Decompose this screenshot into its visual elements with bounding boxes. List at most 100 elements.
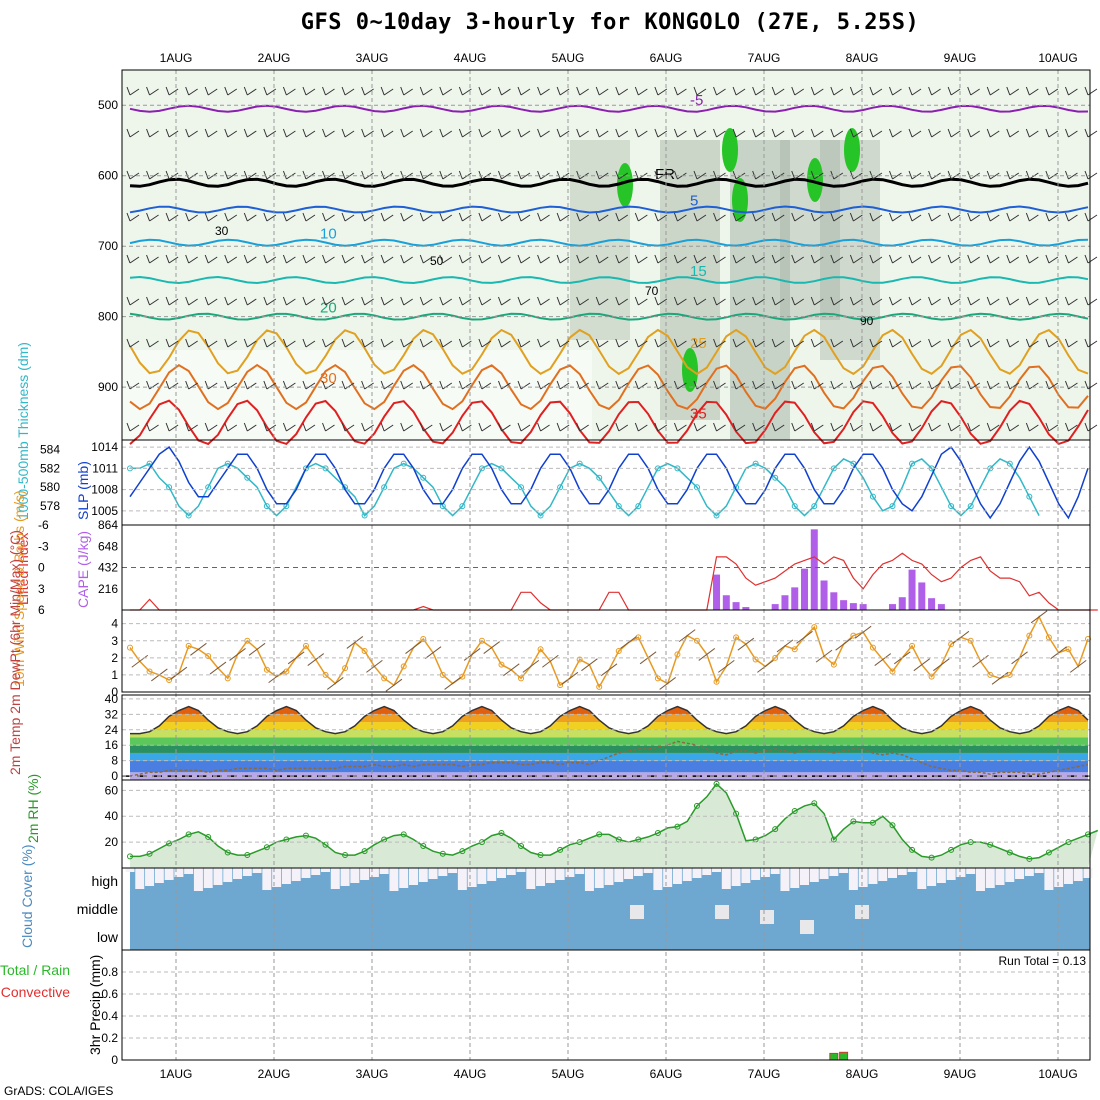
wind10m-point — [791, 646, 798, 653]
wind-barb — [869, 128, 883, 138]
pressure-tick-label: 900 — [98, 380, 118, 394]
wind-barb — [361, 86, 374, 96]
wind-barb — [282, 254, 296, 264]
wind-barb — [752, 296, 765, 306]
thickness-point — [185, 512, 192, 519]
wind-barb — [1006, 380, 1020, 390]
wind10m-barb — [190, 642, 207, 656]
temp-contour-label: 30 — [320, 370, 337, 387]
cloud-high-gap — [565, 868, 575, 877]
wind10m-tick-label: 1 — [111, 668, 118, 682]
wind-barb — [517, 170, 531, 180]
wind-barb — [673, 128, 687, 138]
wind-barb — [615, 338, 629, 348]
rh2m-point — [928, 854, 935, 861]
cloud-high-gap — [1083, 868, 1093, 878]
wind-barb — [615, 422, 629, 432]
wind10m-tick-label: 4 — [111, 617, 118, 631]
wind-barb — [713, 254, 726, 264]
thickness-point — [557, 484, 564, 491]
wind-barb — [634, 296, 648, 306]
wind-barb — [986, 380, 1000, 390]
wind-barb — [282, 380, 296, 390]
wind-barb — [889, 422, 902, 432]
wind-barb — [478, 380, 492, 390]
pressure-tick-label: 700 — [98, 239, 118, 253]
wind-barb — [282, 128, 296, 138]
wind-barb — [791, 212, 805, 222]
wind-barb — [224, 422, 238, 432]
rh2m-point — [635, 836, 642, 843]
thickness-point — [713, 512, 720, 519]
precip-tick-label: 0.6 — [101, 987, 118, 1001]
li-tick-label: 3 — [38, 582, 45, 596]
wind10m-barb — [718, 659, 735, 673]
wind-barb — [1025, 254, 1039, 264]
wind-barb — [791, 296, 805, 306]
wind10m-point — [733, 634, 740, 641]
precip-bar — [839, 1051, 849, 1061]
wind-barb — [732, 212, 746, 222]
wind-barb — [752, 86, 765, 96]
wind-barb — [967, 170, 980, 180]
cloud-high-gap — [360, 868, 370, 880]
cloud-high-gap — [281, 868, 291, 884]
wind-barb — [595, 380, 609, 390]
wind10m-point — [752, 656, 759, 663]
cape-bar — [801, 568, 809, 610]
slp-axis-label: SLP (mb) — [75, 461, 91, 520]
wind-barb — [693, 170, 707, 180]
wind-barb — [185, 422, 198, 432]
wind10m-barb — [913, 658, 931, 672]
wind-barb — [615, 380, 629, 390]
wind-barb — [752, 422, 765, 432]
wind-barb — [810, 296, 824, 306]
wind-barb — [282, 86, 296, 96]
wind-barb — [517, 128, 531, 138]
rh2m-point — [498, 830, 505, 837]
cloud-layer — [125, 868, 1093, 950]
rh2m-point — [420, 843, 427, 849]
wind-barb — [165, 422, 179, 432]
temp-contour-label: 5 — [690, 193, 698, 210]
wind-barb — [263, 380, 277, 390]
wind-barb — [478, 296, 492, 306]
wind-barb — [419, 338, 433, 348]
thickness-point — [869, 493, 876, 500]
wind10m-barb — [776, 639, 794, 653]
wind-barb — [478, 128, 492, 138]
cloud-high-gap — [193, 868, 203, 891]
cloud-high-gap — [154, 868, 164, 883]
rh2m-point — [869, 819, 876, 826]
wind-barb — [732, 254, 746, 264]
wind-barb — [908, 380, 922, 390]
wind10m-point — [869, 644, 876, 651]
wind-barb — [732, 128, 746, 138]
thickness-point — [772, 474, 779, 481]
wind-barb — [1045, 422, 1059, 432]
cape-bar — [840, 600, 848, 610]
wind-barb — [908, 212, 922, 222]
wind-barb — [869, 212, 883, 222]
x-label-bottom: 2AUG — [258, 1067, 291, 1081]
wind-barb — [673, 254, 687, 264]
rh2m-point — [654, 830, 661, 837]
cloud-high-gap — [487, 868, 497, 881]
cloud-high-gap — [467, 868, 477, 887]
wind10m-point — [811, 624, 818, 631]
wind-barb — [400, 254, 413, 264]
wind-barb — [537, 86, 550, 96]
wind10m-barb — [1030, 610, 1048, 624]
wind-barb — [771, 422, 785, 432]
wind10m-barb — [542, 654, 559, 668]
temp-color-band — [130, 729, 1088, 738]
wind-barb — [498, 296, 511, 306]
wind10m-barb — [229, 648, 246, 661]
cloud-high-gap — [975, 868, 985, 891]
wind-barb — [967, 212, 980, 222]
wind-barb — [419, 296, 433, 306]
wind-barb — [713, 338, 726, 348]
wind-barb — [576, 86, 589, 96]
wind-barb — [752, 380, 765, 390]
wind-barb — [752, 128, 765, 138]
